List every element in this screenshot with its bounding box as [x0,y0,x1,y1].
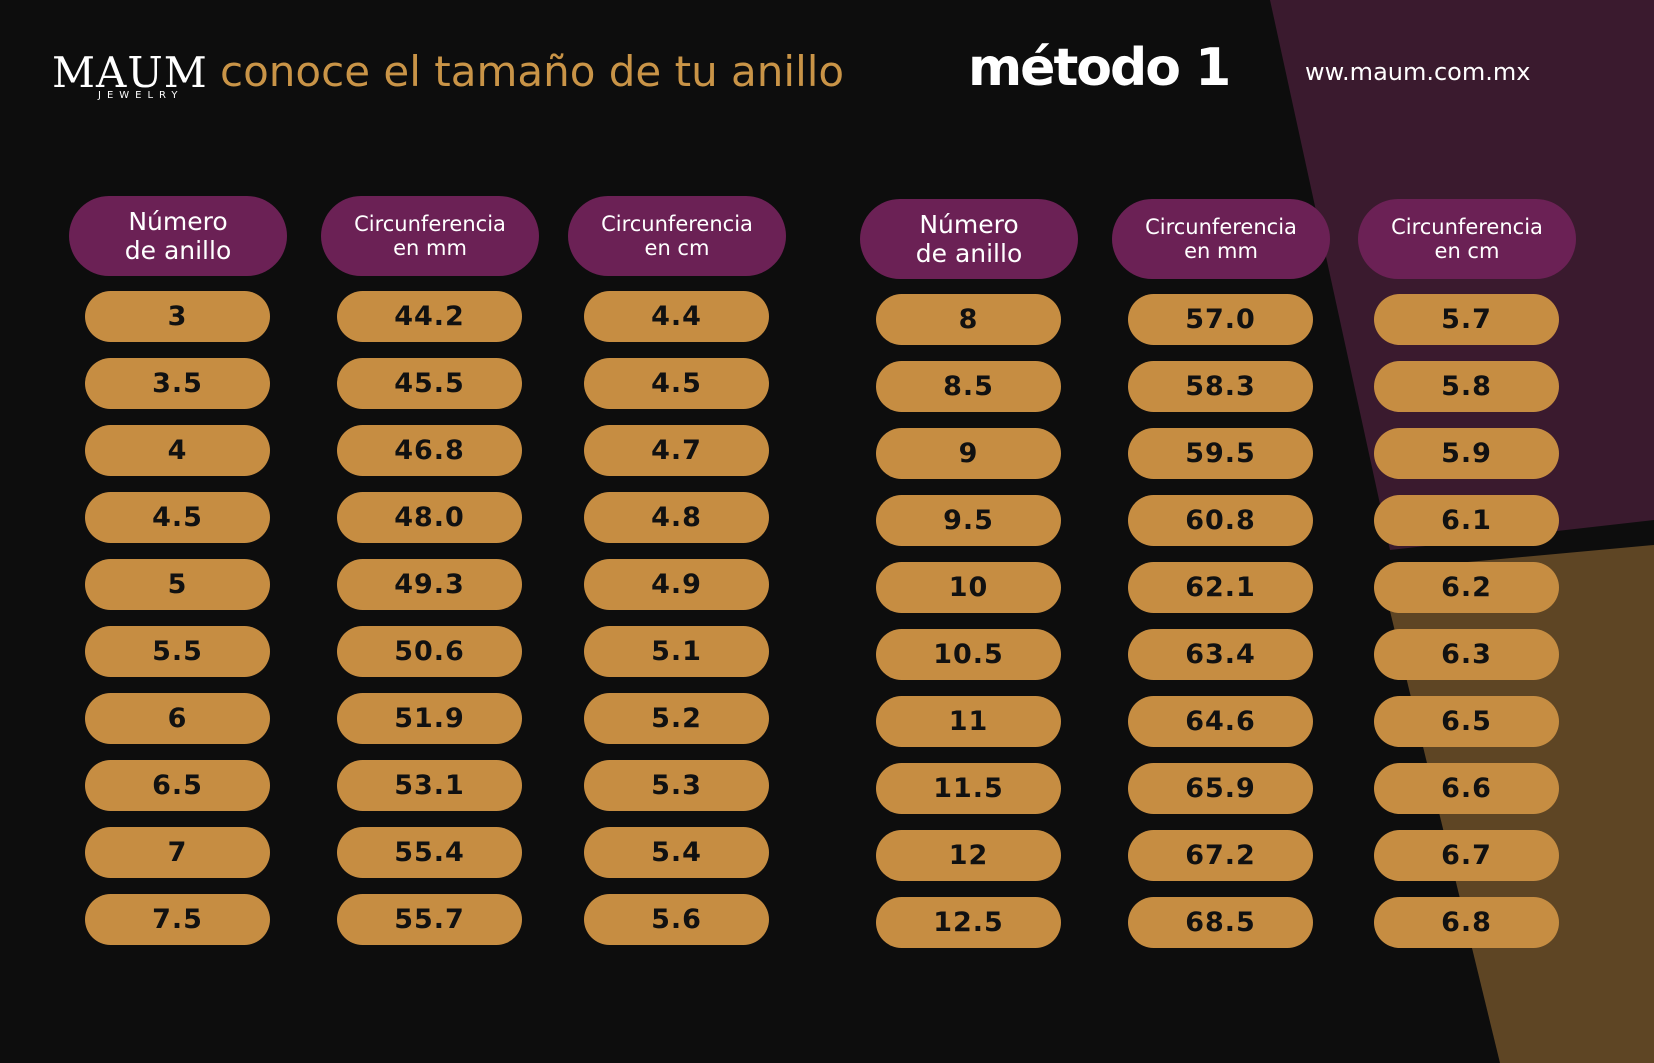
column-header-ring-number: Número de anillo [860,199,1078,279]
size-cell-circumference-cm: 4.4 [584,291,769,342]
size-cell-ring-number: 11.5 [876,763,1061,814]
size-cell-circumference-mm: 59.5 [1128,428,1313,479]
size-cell-circumference-mm: 50.6 [337,626,522,677]
size-cell-circumference-cm: 6.5 [1374,696,1559,747]
column-header-label: Circunferencia en cm [1391,215,1543,263]
size-cell-circumference-cm: 6.6 [1374,763,1559,814]
column-header-label: Número de anillo [124,207,232,265]
size-cell-circumference-cm: 6.3 [1374,629,1559,680]
size-cell-circumference-cm: 6.7 [1374,830,1559,881]
column-header-ring-number: Número de anillo [69,196,287,276]
size-cell-circumference-cm: 5.3 [584,760,769,811]
size-cell-circumference-mm: 63.4 [1128,629,1313,680]
column-header-circumference-cm: Circunferencia en cm [1358,199,1576,279]
size-cell-circumference-mm: 55.4 [337,827,522,878]
size-cell-circumference-cm: 5.8 [1374,361,1559,412]
size-cell-circumference-cm: 5.4 [584,827,769,878]
column-header-circumference-mm: Circunferencia en mm [1112,199,1330,279]
size-cell-ring-number: 6.5 [85,760,270,811]
method-title: método 1 [968,38,1231,98]
size-cell-circumference-mm: 48.0 [337,492,522,543]
size-cell-circumference-mm: 49.3 [337,559,522,610]
size-cell-circumference-cm: 5.9 [1374,428,1559,479]
logo-subtext: JEWELRY [98,90,184,101]
size-cell-circumference-cm: 4.8 [584,492,769,543]
column-header-circumference-cm: Circunferencia en cm [568,196,786,276]
size-cell-circumference-mm: 51.9 [337,693,522,744]
size-cell-ring-number: 9.5 [876,495,1061,546]
size-cell-ring-number: 7.5 [85,894,270,945]
size-cell-circumference-cm: 4.7 [584,425,769,476]
size-cell-ring-number: 10 [876,562,1061,613]
size-cell-circumference-mm: 65.9 [1128,763,1313,814]
size-cell-ring-number: 12 [876,830,1061,881]
size-cell-circumference-cm: 4.5 [584,358,769,409]
size-cell-circumference-mm: 64.6 [1128,696,1313,747]
size-cell-ring-number: 6 [85,693,270,744]
size-cell-circumference-mm: 44.2 [337,291,522,342]
size-cell-ring-number: 9 [876,428,1061,479]
size-cell-circumference-cm: 5.7 [1374,294,1559,345]
size-cell-ring-number: 11 [876,696,1061,747]
size-cell-circumference-cm: 4.9 [584,559,769,610]
size-cell-circumference-mm: 45.5 [337,358,522,409]
size-cell-circumference-cm: 6.2 [1374,562,1559,613]
website-link[interactable]: ww.maum.com.mx [1305,58,1531,86]
size-cell-ring-number: 4.5 [85,492,270,543]
size-cell-circumference-cm: 6.1 [1374,495,1559,546]
maum-logo: MAUM JEWELRY [52,52,212,104]
size-cell-circumference-mm: 68.5 [1128,897,1313,948]
size-cell-circumference-cm: 5.6 [584,894,769,945]
size-cell-ring-number: 10.5 [876,629,1061,680]
size-cell-circumference-mm: 58.3 [1128,361,1313,412]
size-cell-circumference-mm: 55.7 [337,894,522,945]
size-cell-ring-number: 5.5 [85,626,270,677]
size-cell-circumference-mm: 57.0 [1128,294,1313,345]
logo-text: MAUM [52,48,208,97]
column-header-circumference-mm: Circunferencia en mm [321,196,539,276]
page-title: conoce el tamaño de tu anillo [220,47,845,96]
size-cell-ring-number: 4 [85,425,270,476]
size-cell-ring-number: 7 [85,827,270,878]
column-header-label: Circunferencia en mm [354,212,506,260]
column-header-label: Circunferencia en cm [601,212,753,260]
size-cell-ring-number: 8.5 [876,361,1061,412]
size-cell-ring-number: 3 [85,291,270,342]
size-cell-circumference-cm: 5.2 [584,693,769,744]
size-cell-circumference-cm: 5.1 [584,626,769,677]
column-header-label: Circunferencia en mm [1145,215,1297,263]
size-cell-circumference-cm: 6.8 [1374,897,1559,948]
column-header-label: Número de anillo [915,210,1023,268]
size-cell-ring-number: 5 [85,559,270,610]
size-cell-ring-number: 8 [876,294,1061,345]
size-cell-circumference-mm: 67.2 [1128,830,1313,881]
size-cell-circumference-mm: 60.8 [1128,495,1313,546]
size-cell-circumference-mm: 62.1 [1128,562,1313,613]
size-cell-circumference-mm: 46.8 [337,425,522,476]
size-cell-ring-number: 3.5 [85,358,270,409]
size-cell-circumference-mm: 53.1 [337,760,522,811]
size-cell-ring-number: 12.5 [876,897,1061,948]
